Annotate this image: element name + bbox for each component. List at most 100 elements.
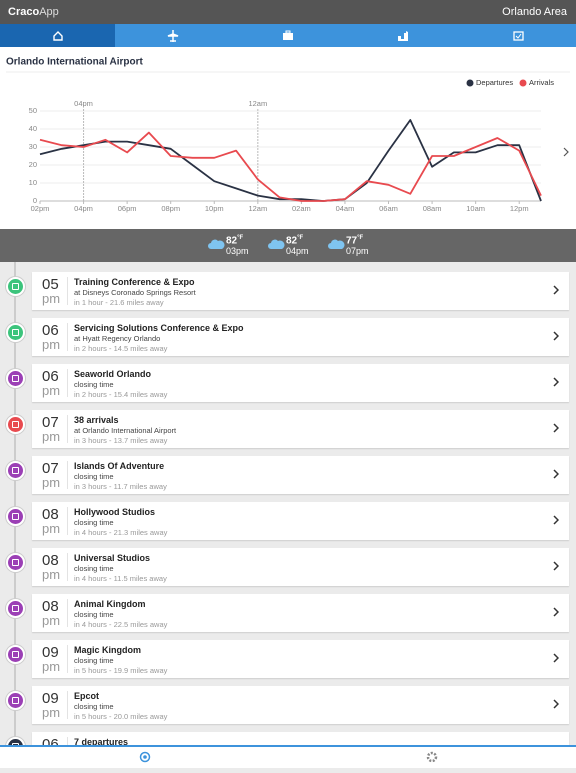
event-card[interactable]: 05 pm Training Conference & Expo at Disneys… bbox=[32, 272, 569, 310]
nav-settings[interactable] bbox=[426, 751, 438, 763]
event-title: Islands Of Adventure bbox=[74, 461, 165, 471]
event-card[interactable]: 08 pm Universal Studios closing time in 4 ho… bbox=[32, 548, 569, 586]
event-icon bbox=[6, 691, 25, 710]
temp-unit: °F bbox=[237, 235, 244, 241]
icon bbox=[283, 30, 293, 40]
event-card[interactable]: 06 pm Seaworld Orlando closing time in 2 hou… bbox=[32, 364, 569, 402]
tab-flights[interactable] bbox=[115, 24, 230, 47]
event-card[interactable]: 07 pm 38 arrivals at Orlando International … bbox=[32, 410, 569, 448]
tab-bar bbox=[0, 24, 576, 47]
event-period: pm bbox=[42, 567, 61, 582]
event-title: Magic Kingdom bbox=[74, 645, 141, 655]
event-title: Universal Studios bbox=[74, 553, 151, 563]
event-day: 06 bbox=[42, 322, 59, 339]
temperature: 77°F bbox=[346, 235, 363, 246]
weather-item: 82°F 03pm bbox=[208, 235, 268, 257]
event-detail: in 4 hours - 21.3 miles away bbox=[74, 528, 168, 537]
area-label[interactable]: Orlando Area bbox=[502, 6, 567, 18]
tab-parks[interactable] bbox=[346, 24, 461, 47]
event-glyph bbox=[12, 513, 19, 520]
event-day: 09 bbox=[42, 644, 59, 661]
event-icon bbox=[6, 461, 25, 480]
event-detail: in 3 hours - 11.7 miles away bbox=[74, 482, 167, 491]
event-icon bbox=[6, 507, 25, 526]
chevron bbox=[553, 561, 559, 571]
event-subtitle: at Hyatt Regency Orlando bbox=[74, 334, 161, 343]
bottom-nav bbox=[0, 745, 576, 768]
event-subtitle: at Orlando International Airport bbox=[74, 426, 177, 435]
event-glyph bbox=[12, 329, 19, 336]
event-day: 09 bbox=[42, 690, 59, 707]
event-glyph bbox=[12, 605, 19, 612]
x-tick-label: 04am bbox=[336, 204, 355, 213]
event-title: Hollywood Studios bbox=[74, 507, 155, 517]
event-detail: in 4 hours - 22.5 miles away bbox=[74, 620, 168, 629]
event-glyph bbox=[12, 283, 19, 290]
event-card[interactable]: 06pm7 departuresat Orlando International… bbox=[32, 732, 569, 745]
separator bbox=[67, 461, 68, 489]
event-detail: in 2 hours - 15.4 miles away bbox=[74, 390, 168, 399]
event-icon bbox=[6, 599, 25, 618]
separator bbox=[67, 277, 68, 305]
temp-value: 77 bbox=[346, 235, 358, 247]
event-day: 07 bbox=[42, 414, 59, 431]
x-tick-label: 02am bbox=[292, 204, 311, 213]
chart: Orlando International Airport 0 10 20 30 40 5… bbox=[6, 57, 570, 213]
series-line bbox=[39, 119, 542, 202]
tab-calendar[interactable] bbox=[461, 24, 576, 47]
y-tick-label: 20 bbox=[29, 160, 37, 169]
event-period: pm bbox=[42, 521, 61, 536]
separator bbox=[67, 323, 68, 351]
temperature: 82°F bbox=[286, 235, 303, 246]
event-card[interactable]: 08 pm Hollywood Studios closing time in 4 ho… bbox=[32, 502, 569, 540]
weather-time: 04pm bbox=[286, 246, 309, 256]
event-subtitle: closing time bbox=[74, 518, 114, 527]
marker-label: 12am bbox=[248, 99, 267, 108]
event-icon bbox=[6, 369, 25, 388]
event-card[interactable]: 08 pm Animal Kingdom closing time in 4 hours… bbox=[32, 594, 569, 632]
event-icon bbox=[6, 645, 25, 664]
icon bbox=[398, 30, 409, 41]
event-title: Epcot bbox=[74, 691, 100, 701]
event-period: pm bbox=[42, 383, 61, 398]
event-day: 06 bbox=[42, 368, 59, 385]
nav-home[interactable] bbox=[139, 751, 151, 763]
tab-business[interactable] bbox=[230, 24, 345, 47]
event-card[interactable]: 09 pm Magic Kingdom closing time in 5 hours … bbox=[32, 640, 569, 678]
x-tick-label: 12am bbox=[248, 204, 267, 213]
legend-swatch bbox=[466, 79, 474, 87]
event-card[interactable]: 07 pm Islands Of Adventure closing time in 3… bbox=[32, 456, 569, 494]
event-glyph bbox=[12, 559, 19, 566]
chart-panel: Orlando International Airport 0 10 20 30 40 5… bbox=[0, 47, 576, 229]
chevron bbox=[553, 285, 559, 295]
icon bbox=[513, 31, 524, 41]
event-subtitle: at Disneys Coronado Springs Resort bbox=[74, 288, 196, 297]
tab-home[interactable] bbox=[0, 24, 116, 47]
top-bar: CracoApp Orlando Area bbox=[0, 0, 576, 24]
event-card[interactable]: 09 pm Epcot closing time in 5 hours - 20.0 m… bbox=[32, 686, 569, 724]
y-tick-label: 30 bbox=[29, 142, 37, 151]
event-title: 38 arrivals bbox=[74, 415, 119, 425]
event-title: Seaworld Orlando bbox=[74, 369, 152, 379]
x-tick-label: 10pm bbox=[205, 204, 224, 213]
event-day: 07 bbox=[42, 460, 59, 477]
timeline-rail bbox=[14, 262, 16, 745]
event-card[interactable]: 06 pm Servicing Solutions Conference & Exp… bbox=[32, 318, 569, 356]
chevron bbox=[553, 377, 559, 387]
brand: CracoApp bbox=[8, 6, 59, 18]
event-title: Training Conference & Expo bbox=[74, 277, 195, 287]
separator bbox=[67, 369, 68, 397]
chevron bbox=[553, 653, 559, 663]
next-chevron[interactable] bbox=[563, 147, 569, 157]
separator bbox=[67, 645, 68, 673]
event-title: Servicing Solutions Conference & Expo bbox=[74, 323, 244, 333]
event-detail: in 4 hours - 11.5 miles away bbox=[74, 574, 167, 583]
event-day: 06 bbox=[42, 736, 59, 745]
chart-title: Orlando International Airport bbox=[6, 57, 144, 68]
event-icon bbox=[6, 277, 25, 296]
event-glyph bbox=[12, 697, 19, 704]
separator bbox=[67, 691, 68, 719]
chevron bbox=[553, 331, 559, 341]
cloud-icon bbox=[328, 239, 345, 249]
